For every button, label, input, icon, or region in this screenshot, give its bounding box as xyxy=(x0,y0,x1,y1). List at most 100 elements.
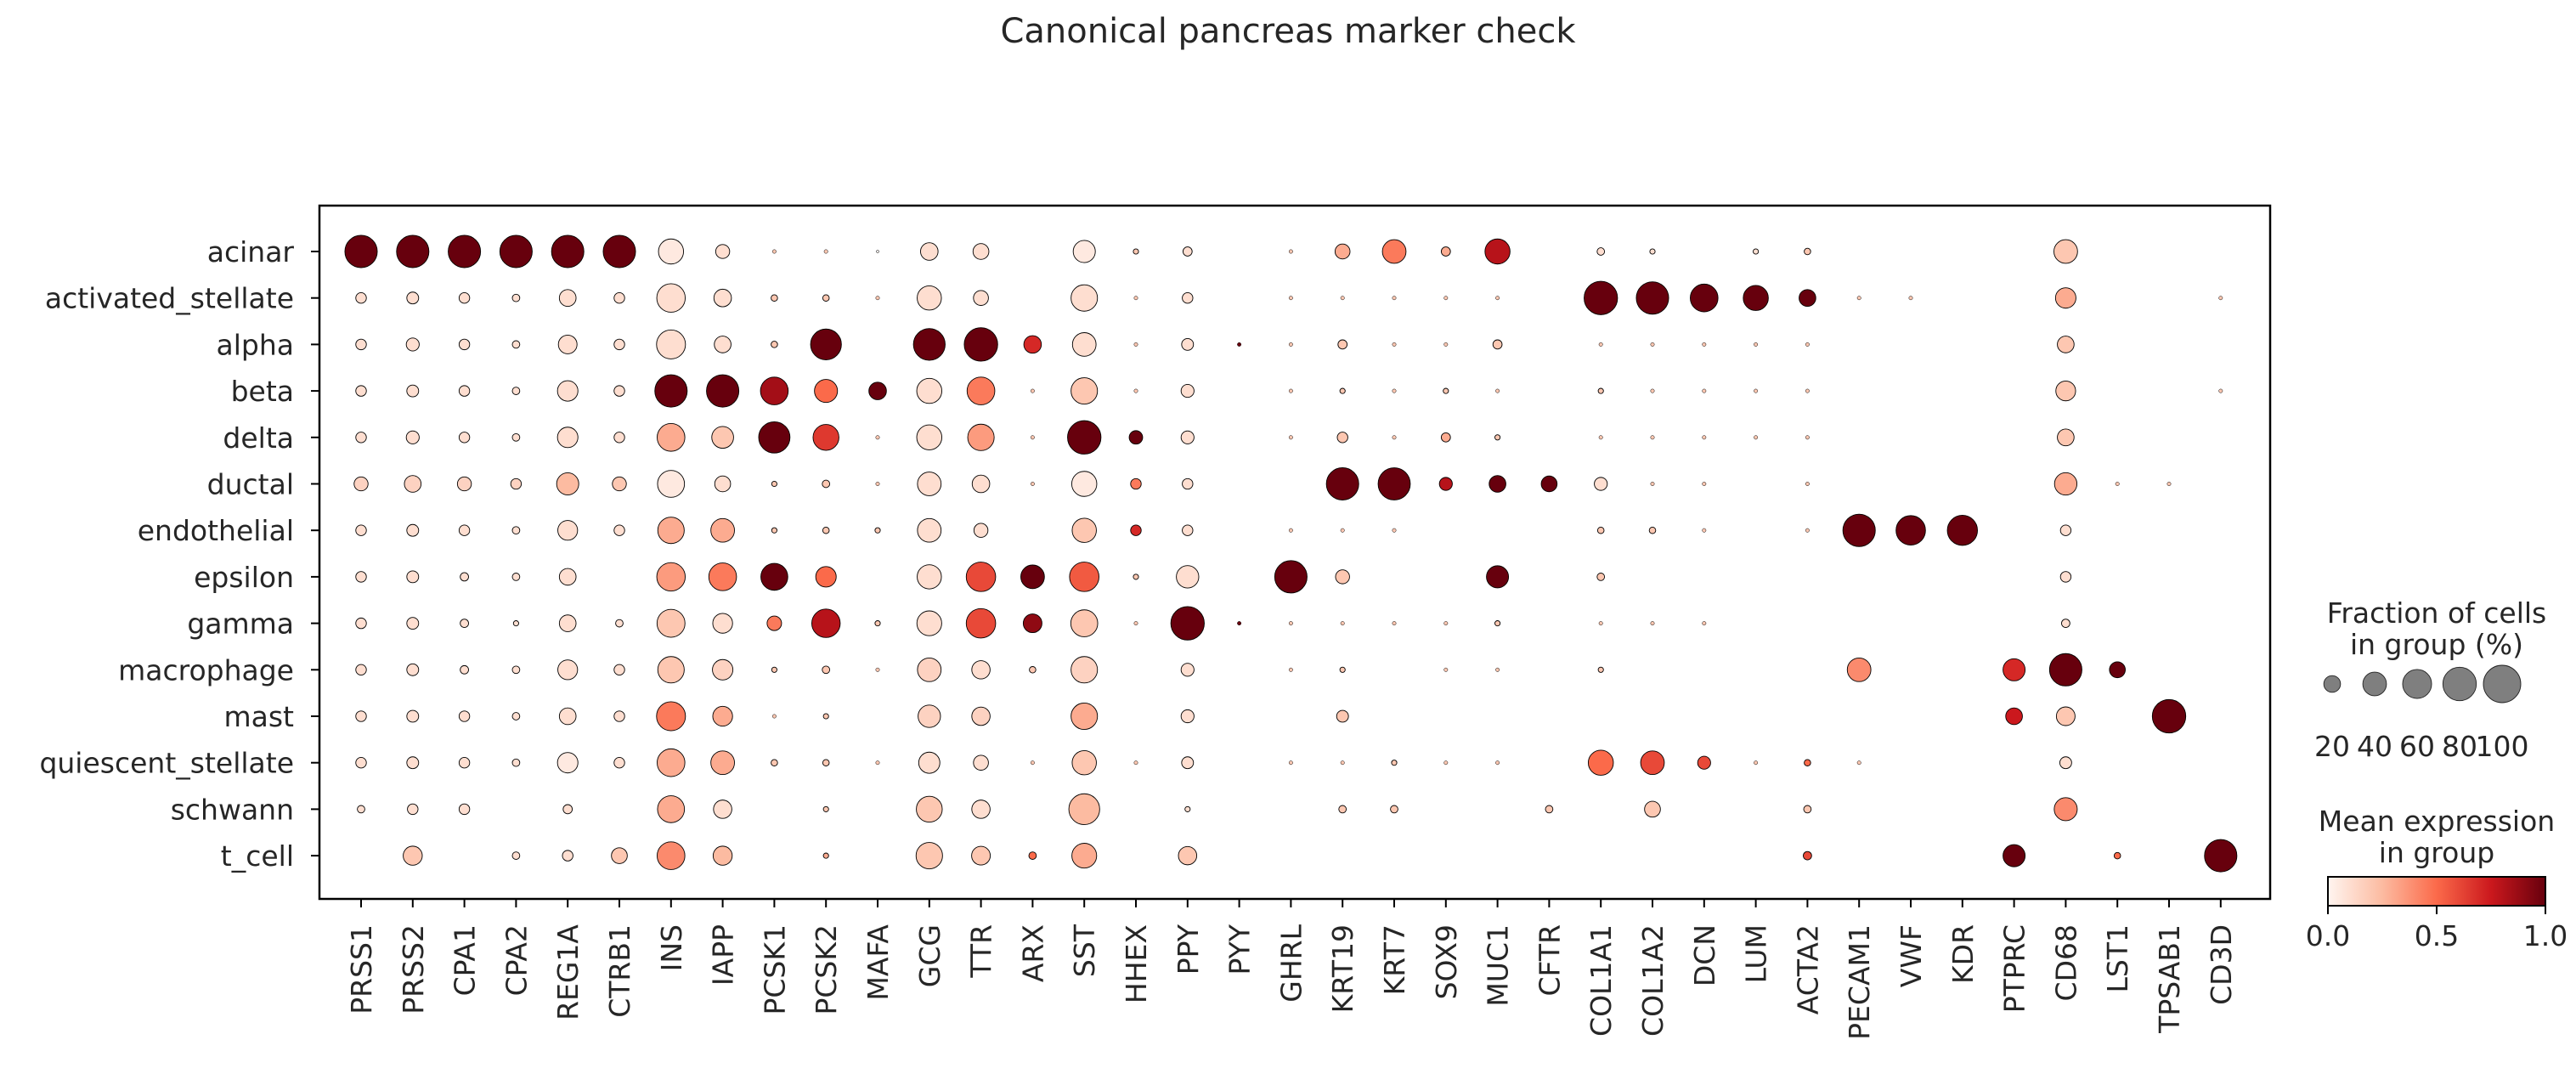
dot-ductal-PCSK2 xyxy=(822,479,831,489)
dot-delta-PCSK2 xyxy=(812,424,839,451)
dot-mast-PTPRC xyxy=(2005,707,2023,726)
dot-quiescent_stellate-COL1A1 xyxy=(1587,749,1614,776)
dot-delta-COL1A1 xyxy=(1598,435,1603,440)
dot-beta-COL1A2 xyxy=(1650,388,1655,393)
y-tick-label: endothelial xyxy=(138,514,294,547)
x-tick-label: CTRB1 xyxy=(603,924,636,1018)
dot-schwann-IAPP xyxy=(713,800,732,819)
dot-ductal-CPA2 xyxy=(510,477,523,490)
dot-schwann-INS xyxy=(657,795,686,823)
size-legend-dot xyxy=(2362,671,2387,697)
dot-epsilon-INS xyxy=(656,562,686,592)
dot-delta-CD68 xyxy=(2057,428,2075,447)
dot-quiescent_stellate-CTRB1 xyxy=(613,757,625,769)
dot-ductal-PRSS2 xyxy=(404,475,422,493)
x-tick-label: ACTA2 xyxy=(1791,924,1824,1014)
dot-ductal-IAPP xyxy=(714,475,732,493)
y-tick-label: macrophage xyxy=(118,653,294,687)
dot-ductal-REG1A xyxy=(556,472,579,495)
dot-mast-REG1A xyxy=(558,707,577,726)
dot-alpha-REG1A xyxy=(557,334,578,354)
x-tick-label: CD3D xyxy=(2205,924,2238,1005)
dot-macrophage-PRSS1 xyxy=(355,664,367,675)
x-tick-label: IAPP xyxy=(707,924,740,986)
dot-gamma-HHEX xyxy=(1133,621,1138,626)
dot-quiescent_stellate-GHRL xyxy=(1288,760,1293,766)
x-tick-label: MAFA xyxy=(861,924,895,1001)
dot-alpha-KRT19 xyxy=(1337,339,1348,350)
dot-activated_stellate-LUM xyxy=(1743,285,1769,311)
dot-acinar-PCSK1 xyxy=(771,249,777,254)
dot-ductal-COL1A2 xyxy=(1650,482,1655,486)
dot-mast-IAPP xyxy=(712,705,733,727)
dot-beta-GCG xyxy=(916,377,943,404)
dot-ductal-PCSK1 xyxy=(771,480,777,488)
dot-schwann-CPA1 xyxy=(458,803,471,816)
dot-macrophage-PECAM1 xyxy=(1846,657,1872,682)
dot-t_cell-PCSK2 xyxy=(822,852,829,859)
dot-activated_stellate-KRT7 xyxy=(1392,296,1397,301)
dot-beta-KRT19 xyxy=(1339,387,1346,394)
dot-activated_stellate-PPY xyxy=(1182,292,1194,304)
dot-endothelial-VWF xyxy=(1895,515,1926,545)
dot-acinar-CD68 xyxy=(2053,239,2078,264)
dot-alpha-GCG xyxy=(912,328,946,361)
dot-alpha-PRSS2 xyxy=(405,337,420,352)
dot-mast-PCSK1 xyxy=(771,714,777,719)
dot-mast-PRSS1 xyxy=(355,710,367,722)
size-legend-dot xyxy=(2402,669,2432,699)
dot-alpha-CD68 xyxy=(2057,336,2075,353)
dot-quiescent_stellate-CPA1 xyxy=(458,757,471,769)
dot-alpha-PCSK2 xyxy=(810,328,842,360)
dot-mast-PRSS2 xyxy=(406,709,420,723)
y-tick-label: activated_stellate xyxy=(45,282,294,315)
dot-quiescent_stellate-DCN xyxy=(1697,755,1711,770)
x-tick-label: ARX xyxy=(1016,924,1049,982)
dot-epsilon-ARX xyxy=(1020,564,1045,590)
dot-quiescent_stellate-KRT19 xyxy=(1340,760,1345,766)
x-tick-label: KDR xyxy=(1946,924,1980,984)
dot-delta-GHRL xyxy=(1288,435,1293,440)
dot-t_cell-SST xyxy=(1071,843,1098,869)
dot-activated_stellate-CTRB1 xyxy=(613,292,625,304)
dot-delta-ACTA2 xyxy=(1805,435,1810,440)
dot-ductal-CTRB1 xyxy=(612,476,627,492)
dot-endothelial-PPY xyxy=(1182,524,1194,536)
dot-quiescent_stellate-HHEX xyxy=(1133,760,1138,766)
dot-epsilon-CPA1 xyxy=(460,572,469,582)
dot-endothelial-INS xyxy=(657,517,685,545)
dot-gamma-CPA2 xyxy=(512,620,519,627)
dot-activated_stellate-PCSK1 xyxy=(771,294,778,302)
dot-beta-MUC1 xyxy=(1495,388,1500,393)
dot-quiescent_stellate-ACTA2 xyxy=(1804,759,1811,766)
dot-t_cell-PTPRC xyxy=(2003,844,2026,867)
dot-gamma-PPY xyxy=(1170,606,1205,641)
dot-alpha-INS xyxy=(656,329,686,359)
dot-acinar-MUC1 xyxy=(1484,238,1511,265)
dot-mast-SST xyxy=(1071,702,1099,731)
dot-gamma-REG1A xyxy=(558,614,577,632)
dot-macrophage-CD68 xyxy=(2048,653,2082,687)
dot-activated_stellate-PRSS1 xyxy=(355,292,367,304)
dot-macrophage-PCSK2 xyxy=(822,665,831,675)
x-tick-label: CFTR xyxy=(1533,924,1566,997)
dot-epsilon-MUC1 xyxy=(1486,565,1510,589)
dot-acinar-MAFA xyxy=(876,250,879,253)
dot-quiescent_stellate-ARX xyxy=(1030,760,1035,766)
dot-alpha-MUC1 xyxy=(1492,339,1503,350)
x-tick-label: LST1 xyxy=(2101,924,2134,993)
dot-activated_stellate-IAPP xyxy=(713,288,732,308)
dot-beta-PCSK1 xyxy=(760,376,789,405)
dot-gamma-CPA1 xyxy=(460,619,469,628)
dot-delta-MUC1 xyxy=(1494,434,1501,441)
dot-schwann-SST xyxy=(1068,793,1100,825)
x-tick-label: GHRL xyxy=(1274,924,1308,1002)
dot-gamma-GCG xyxy=(916,610,942,636)
dot-ductal-SST xyxy=(1071,471,1098,497)
dot-delta-INS xyxy=(657,423,686,452)
colorbar-tick-label: 0.0 xyxy=(2306,919,2350,952)
dot-endothelial-COL1A1 xyxy=(1596,526,1605,534)
dot-activated_stellate-MAFA xyxy=(875,296,880,301)
dot-t_cell-INS xyxy=(657,841,686,870)
dot-epsilon-KRT19 xyxy=(1335,569,1350,585)
